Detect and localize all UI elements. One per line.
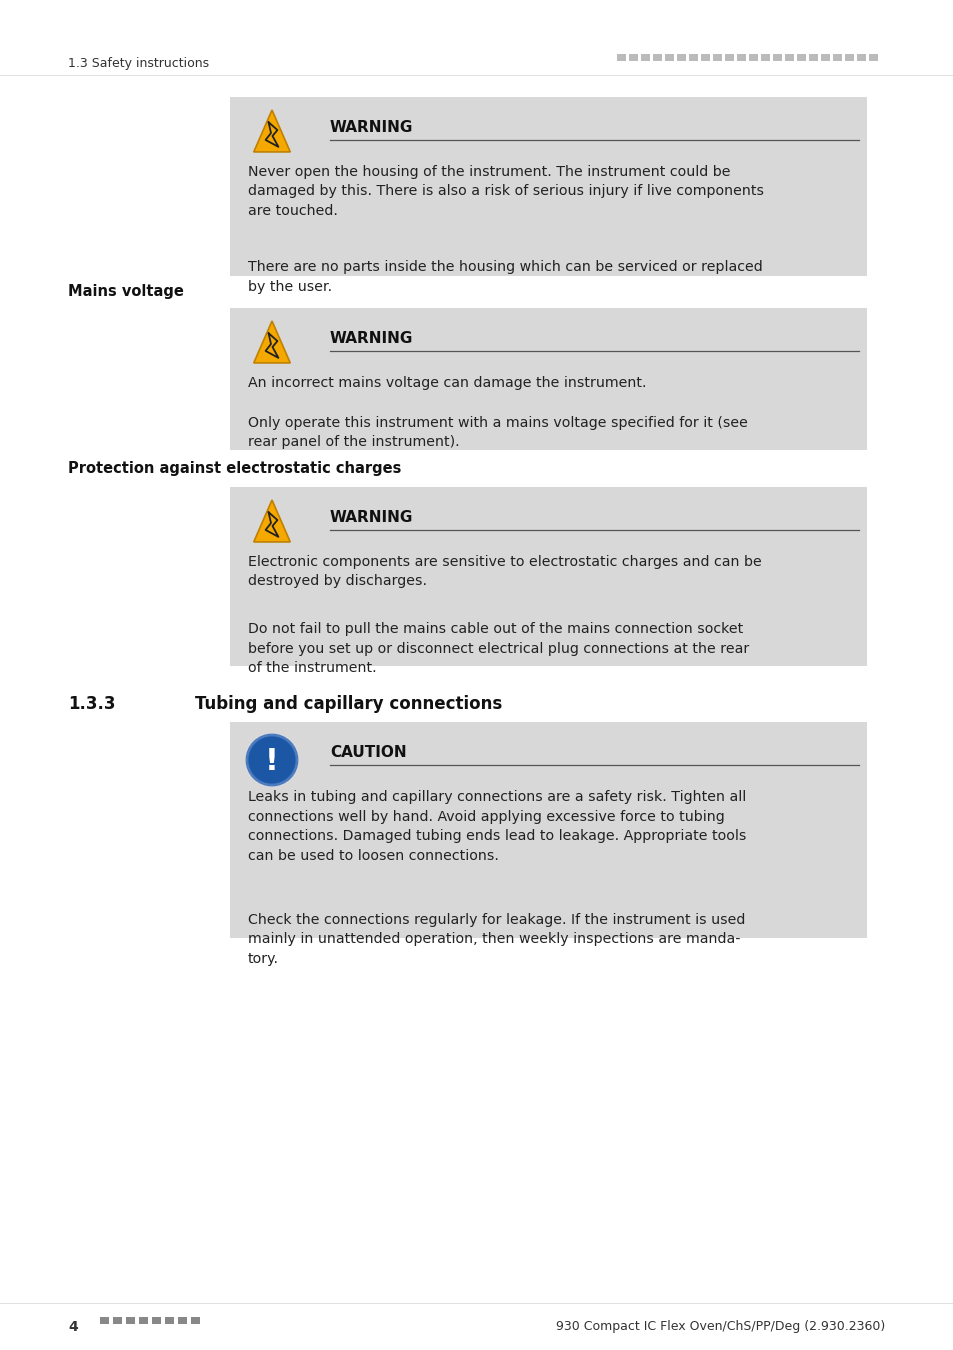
FancyBboxPatch shape [191,1318,200,1324]
Text: CAUTION: CAUTION [330,745,406,760]
FancyBboxPatch shape [784,54,793,61]
FancyBboxPatch shape [664,54,673,61]
Text: There are no parts inside the housing which can be serviced or replaced
by the u: There are no parts inside the housing wh… [248,261,762,294]
FancyBboxPatch shape [112,1318,122,1324]
FancyBboxPatch shape [772,54,781,61]
Text: Never open the housing of the instrument. The instrument could be
damaged by thi: Never open the housing of the instrument… [248,165,763,217]
FancyBboxPatch shape [796,54,805,61]
FancyBboxPatch shape [126,1318,135,1324]
Text: Tubing and capillary connections: Tubing and capillary connections [194,695,501,713]
FancyBboxPatch shape [821,54,829,61]
Text: Mains voltage: Mains voltage [68,284,184,298]
Text: Electronic components are sensitive to electrostatic charges and can be
destroye: Electronic components are sensitive to e… [248,555,760,589]
Polygon shape [253,321,290,363]
FancyBboxPatch shape [760,54,769,61]
Text: WARNING: WARNING [330,120,413,135]
Polygon shape [253,500,290,541]
Text: WARNING: WARNING [330,331,413,346]
Text: 4: 4 [68,1320,77,1334]
FancyBboxPatch shape [152,1318,161,1324]
FancyBboxPatch shape [617,54,625,61]
Text: Leaks in tubing and capillary connections are a safety risk. Tighten all
connect: Leaks in tubing and capillary connection… [248,790,745,863]
FancyBboxPatch shape [139,1318,148,1324]
Text: 930 Compact IC Flex Oven/ChS/PP/Deg (2.930.2360): 930 Compact IC Flex Oven/ChS/PP/Deg (2.9… [556,1320,884,1332]
Text: An incorrect mains voltage can damage the instrument.: An incorrect mains voltage can damage th… [248,377,646,390]
FancyBboxPatch shape [748,54,758,61]
FancyBboxPatch shape [868,54,877,61]
FancyBboxPatch shape [230,722,866,937]
FancyBboxPatch shape [628,54,638,61]
Text: 1.3 Safety instructions: 1.3 Safety instructions [68,57,209,70]
Text: Protection against electrostatic charges: Protection against electrostatic charges [68,460,401,477]
Text: Check the connections regularly for leakage. If the instrument is used
mainly in: Check the connections regularly for leak… [248,913,744,967]
FancyBboxPatch shape [230,487,866,666]
Text: !: ! [265,748,278,776]
FancyBboxPatch shape [178,1318,187,1324]
FancyBboxPatch shape [640,54,649,61]
FancyBboxPatch shape [652,54,661,61]
FancyBboxPatch shape [808,54,817,61]
FancyBboxPatch shape [832,54,841,61]
FancyBboxPatch shape [165,1318,173,1324]
FancyBboxPatch shape [844,54,853,61]
FancyBboxPatch shape [100,1318,109,1324]
FancyBboxPatch shape [677,54,685,61]
FancyBboxPatch shape [724,54,733,61]
Text: WARNING: WARNING [330,510,413,525]
Text: Do not fail to pull the mains cable out of the mains connection socket
before yo: Do not fail to pull the mains cable out … [248,622,748,675]
Text: 1.3.3: 1.3.3 [68,695,115,713]
FancyBboxPatch shape [688,54,698,61]
FancyBboxPatch shape [737,54,745,61]
FancyBboxPatch shape [230,97,866,275]
FancyBboxPatch shape [230,308,866,450]
FancyBboxPatch shape [700,54,709,61]
Circle shape [247,734,296,784]
FancyBboxPatch shape [856,54,865,61]
Polygon shape [253,109,290,153]
Text: Only operate this instrument with a mains voltage specified for it (see
rear pan: Only operate this instrument with a main… [248,416,747,450]
FancyBboxPatch shape [712,54,721,61]
